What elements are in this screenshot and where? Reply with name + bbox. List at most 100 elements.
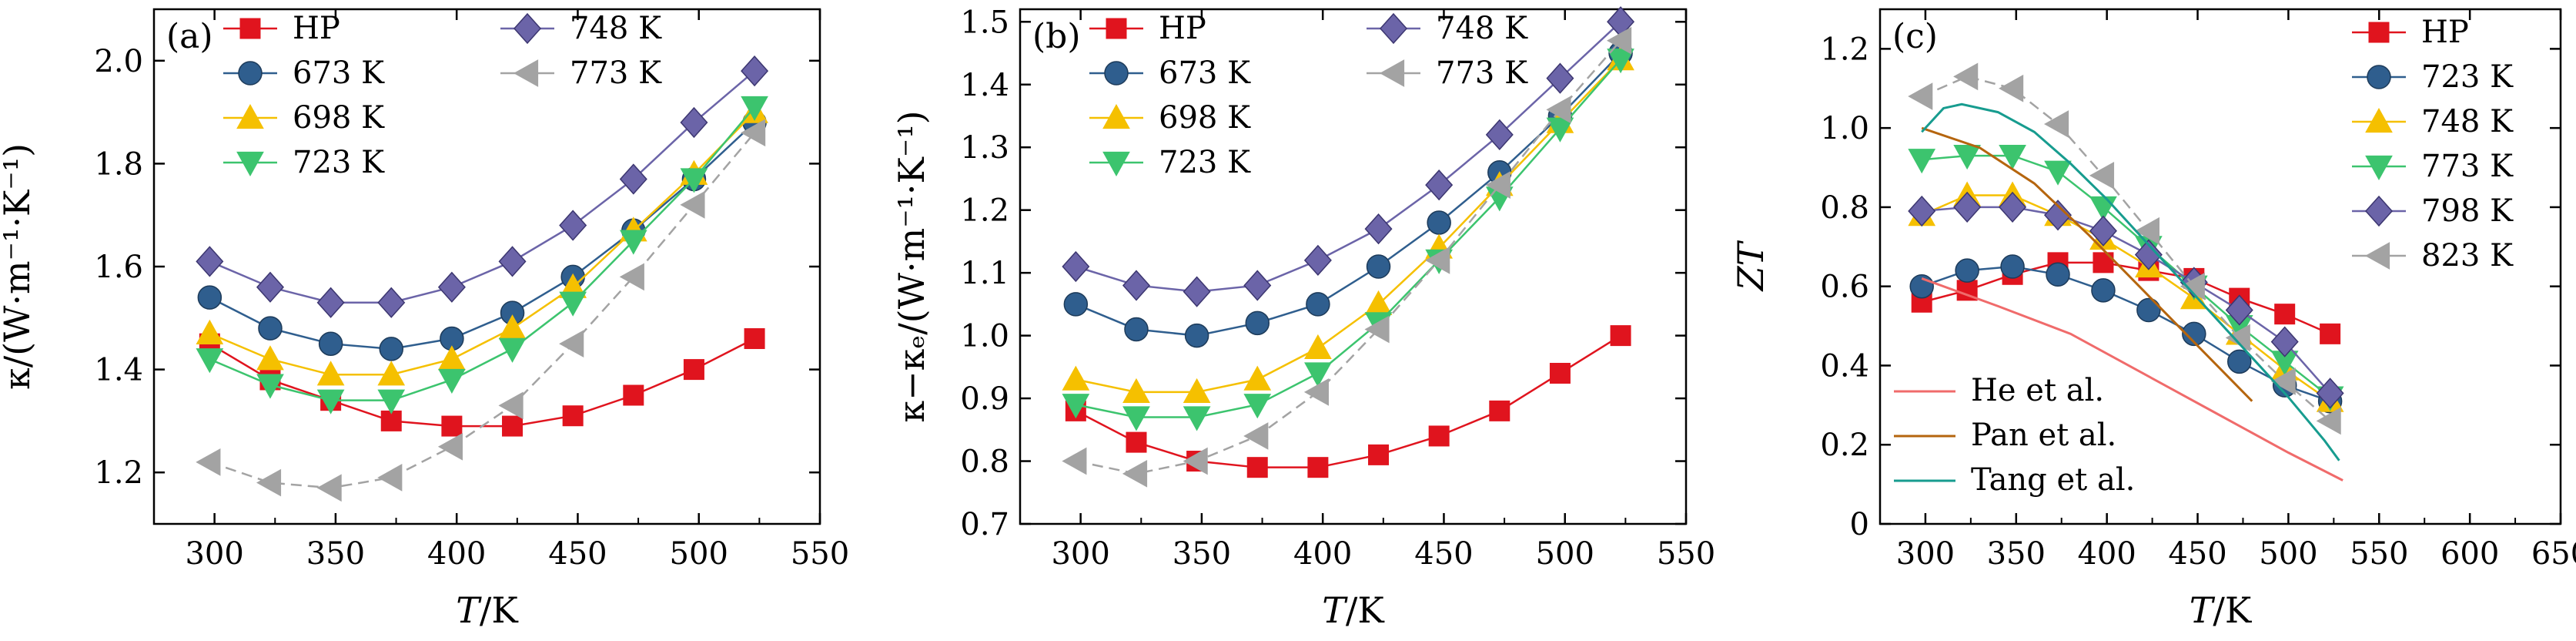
legend-item-723-k: 723 K [1089,145,1251,180]
data-point [1122,378,1150,404]
x-tick-label: 400 [427,536,486,572]
data-point [1243,394,1272,419]
legend-label: He et al. [1971,373,2104,408]
data-point [1428,425,1450,447]
series-line [1076,59,1622,418]
data-point [1908,195,1936,227]
x-tick-label: 550 [2350,536,2408,572]
y-tick-label: 2.0 [94,44,143,79]
data-point [196,319,224,344]
legend-marker [1106,18,1127,39]
legend-label: 748 K [1436,11,1528,46]
data-point [1243,422,1269,450]
series-line [209,106,756,401]
data-point [1246,457,1268,478]
legend-item-773-k: 773 K [500,55,662,91]
y-tick-label: 0.8 [1820,190,1869,226]
data-point [437,432,463,461]
legend-label: 748 K [570,11,662,46]
data-point [680,190,705,219]
series-line [1921,261,2331,335]
data-point [2182,321,2206,347]
panel-label: (c) [1892,17,1938,56]
x-tick-label: 550 [1657,536,1715,572]
y-axis-title: ZT [1730,240,1771,292]
legend-item-hp: HP [1089,11,1206,46]
series-line [1075,334,1621,468]
data-point [1364,315,1390,344]
y-tick-label: 0.8 [960,445,1009,480]
data-point [502,415,524,437]
data-point [498,246,527,277]
y-tick-label: 1.2 [960,193,1009,229]
series-line [1921,76,2331,422]
panel-c: 300 350 400 450 500 550 600 650 0 0.2 0.4 0.6 0.8 1.0… [1730,8,2576,631]
data-point [1546,117,1574,143]
data-point [1307,457,1329,478]
series-line [1921,194,2331,402]
legend-label: Tang et al. [1971,462,2135,498]
legend-label: 723 K [2421,59,2514,95]
y-tick-label: 1.2 [1820,32,1869,67]
y-tick-label: 0.4 [1820,348,1869,384]
data-point [256,271,284,303]
legend-label: 773 K [570,55,662,91]
legend-marker [236,151,264,177]
data-point [2274,304,2296,325]
legend-item-he-et-al: He et al. [1894,373,2104,408]
y-tick-label: 0.6 [1820,270,1869,305]
series-723-k [1062,49,1634,431]
data-point [741,119,766,147]
panel-b: 300 350 400 450 500 550 0.7 0.8 0.9 1.0 1.1 1.2 1.3 1… [891,5,1715,631]
data-point [1908,82,1933,110]
y-tick-label: 0.7 [960,507,1009,542]
legend-label: HP [2421,15,2469,50]
y-tick-label: 1.3 [960,130,1009,166]
data-point [2316,378,2344,409]
panel-label: (b) [1032,17,1081,56]
data-point [744,328,765,350]
series-line [1921,277,2343,482]
data-point [1304,334,1332,360]
data-point [437,271,466,303]
data-point [316,389,345,414]
data-point [196,348,224,374]
legend-marker [2368,22,2390,43]
series-line [1921,102,2340,461]
data-point [2136,297,2161,323]
data-point [741,55,769,87]
data-point [1303,244,1332,276]
data-point [1955,258,1979,283]
legend: HP 673 K 698 K 723 K 748 K 773 K [1089,11,1528,180]
data-point [377,361,406,386]
data-point [683,359,704,381]
data-point [1306,292,1330,317]
y-tick-label: 0.2 [1820,428,1869,463]
x-axis-title: T/K [1322,589,1385,631]
y-tick-label: 0 [1850,507,1869,542]
y-tick-label: 1.4 [960,68,1009,103]
legend-item-hp: HP [2352,15,2469,50]
data-point [2225,324,2250,352]
legend-label: 673 K [1159,55,1251,91]
plot-frame [152,8,821,525]
data-point [1122,406,1150,431]
legend-label: Pan et al. [1971,418,2116,453]
y-tick-label: 1.0 [960,319,1009,354]
x-tick-label: 300 [1896,536,1955,572]
y-tick-label: 1.8 [94,146,143,182]
data-point [1549,362,1571,384]
legend-item-823-k: 823 K [2352,238,2514,274]
legend-label: 698 K [293,100,385,136]
series-hp [1065,325,1631,478]
data-point [619,163,647,195]
series-line [209,122,755,351]
legend-marker [1102,103,1130,129]
data-point [377,464,403,492]
legend-label: 773 K [1436,55,1528,91]
series-pan-et-al [1921,126,2253,402]
data-point [256,468,282,497]
data-point [379,337,404,361]
data-point [2046,262,2070,287]
legend: HP 723 K 748 K 773 K 798 K 823 K He et al. Pan … [1894,15,2514,498]
